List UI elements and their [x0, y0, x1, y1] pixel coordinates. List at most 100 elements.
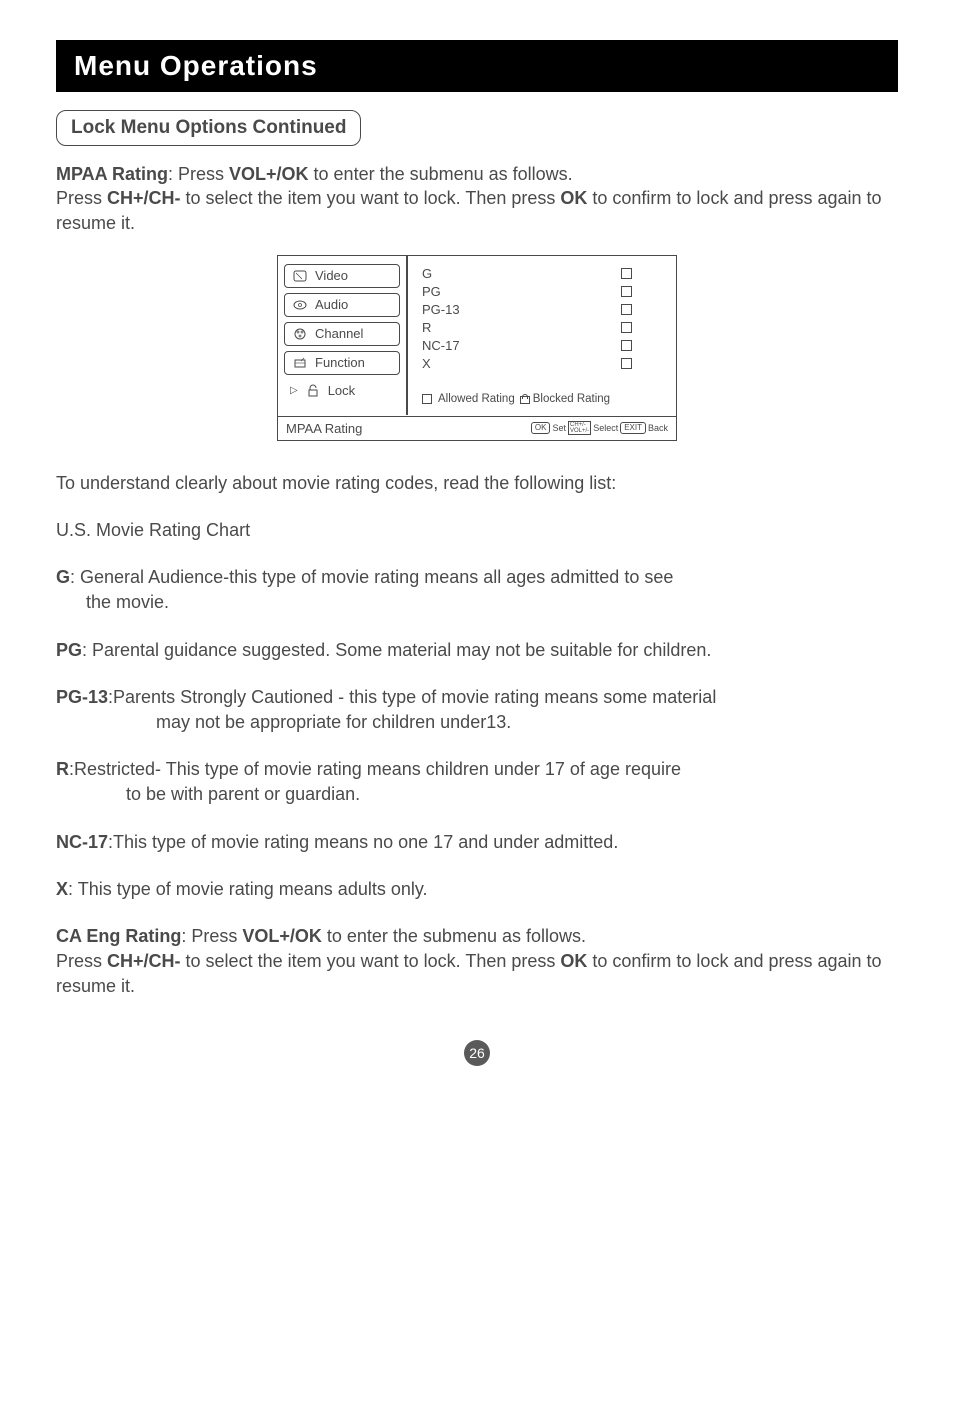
- intro-text-4: to select the item you want to lock. The…: [181, 188, 561, 208]
- rating-row-r: R: [422, 320, 662, 335]
- menu-item-audio-label: Audio: [315, 297, 348, 312]
- page-title-bar: Menu Operations: [56, 40, 898, 92]
- rating-row-g: G: [422, 266, 662, 281]
- def-pg-label: PG: [56, 640, 82, 660]
- exit-hint-pill: EXIT: [620, 422, 646, 434]
- def-nc17: NC-17:This type of movie rating means no…: [56, 830, 898, 855]
- ca-text-2: to enter the submenu as follows.: [322, 926, 586, 946]
- nav-hint-stack: CH+/-VOL+/-: [568, 421, 591, 435]
- section-subtitle-box: Lock Menu Options Continued: [56, 110, 361, 146]
- rating-pg-label: PG: [422, 284, 441, 299]
- allowed-legend-icon: [422, 394, 432, 404]
- osd-menu-top: Video Audio Channel Function: [278, 256, 676, 416]
- function-icon: [291, 355, 309, 371]
- lock-icon: [304, 383, 322, 399]
- page-number-badge: 26: [464, 1040, 490, 1066]
- def-nc17-label: NC-17: [56, 832, 108, 852]
- def-r-text: :Restricted- This type of movie rating m…: [69, 759, 681, 779]
- set-hint-label: Set: [552, 423, 566, 433]
- cursor-icon: ▷: [290, 385, 298, 396]
- def-x-label: X: [56, 879, 68, 899]
- page-title: Menu Operations: [74, 50, 318, 81]
- def-g-text: : General Audience-this type of movie ra…: [70, 567, 673, 587]
- menu-item-function-label: Function: [315, 355, 365, 370]
- ca-ok-label: OK: [560, 951, 587, 971]
- def-g-text2: the movie.: [56, 592, 169, 612]
- osd-menu-bottom-bar: MPAA Rating OKSet CH+/-VOL+/-Select EXIT…: [278, 416, 676, 440]
- blocked-legend-icon: [519, 394, 529, 404]
- ca-rating-label: CA Eng Rating: [56, 926, 181, 946]
- intro-text-1: : Press: [168, 164, 229, 184]
- video-icon: [291, 268, 309, 284]
- chart-title: U.S. Movie Rating Chart: [56, 518, 898, 543]
- page-number: 26: [469, 1045, 485, 1061]
- rating-x-label: X: [422, 356, 431, 371]
- rating-row-pg: PG: [422, 284, 662, 299]
- ok-hint-pill: OK: [531, 422, 551, 434]
- rating-pg13-label: PG-13: [422, 302, 460, 317]
- menu-item-function: Function: [284, 351, 400, 375]
- select-hint-label: Select: [593, 423, 618, 433]
- ca-paragraph: CA Eng Rating: Press VOL+/OK to enter th…: [56, 924, 898, 1000]
- button-hints: OKSet CH+/-VOL+/-Select EXITBack: [531, 421, 668, 435]
- ca-ch-label: CH+/CH-: [107, 951, 181, 971]
- checkbox-icon: [621, 340, 632, 351]
- section-subtitle: Lock Menu Options Continued: [71, 117, 346, 138]
- checkbox-icon: [621, 286, 632, 297]
- osd-menu-right-column: G PG PG-13 R NC-17 X Allowed Rating Bloc…: [408, 256, 676, 415]
- checkbox-icon: [621, 322, 632, 333]
- def-r: R:Restricted- This type of movie rating …: [56, 757, 898, 807]
- intro-paragraph: MPAA Rating: Press VOL+/OK to enter the …: [56, 162, 898, 235]
- def-x-text: : This type of movie rating means adults…: [68, 879, 428, 899]
- rating-nc17-label: NC-17: [422, 338, 460, 353]
- back-hint-label: Back: [648, 423, 668, 433]
- osd-menu-left-column: Video Audio Channel Function: [278, 256, 408, 415]
- legend-allowed-label: Allowed Rating: [438, 393, 515, 405]
- ca-volok-label: VOL+/OK: [242, 926, 322, 946]
- menu-item-audio: Audio: [284, 293, 400, 317]
- def-pg-text: : Parental guidance suggested. Some mate…: [82, 640, 711, 660]
- menu-item-video: Video: [284, 264, 400, 288]
- menu-item-channel-label: Channel: [315, 326, 363, 341]
- rating-g-label: G: [422, 266, 432, 281]
- vol-hint: VOL+/-: [570, 428, 589, 434]
- rating-row-pg13: PG-13: [422, 302, 662, 317]
- intro-ok-label: OK: [560, 188, 587, 208]
- rating-row-nc17: NC-17: [422, 338, 662, 353]
- menu-item-lock: ▷ Lock: [284, 380, 400, 402]
- intro-mpaa-label: MPAA Rating: [56, 164, 168, 184]
- menu-item-video-label: Video: [315, 268, 348, 283]
- def-nc17-text: :This type of movie rating means no one …: [108, 832, 618, 852]
- checkbox-icon: [621, 304, 632, 315]
- def-x: X: This type of movie rating means adult…: [56, 877, 898, 902]
- def-pg13-label: PG-13: [56, 687, 108, 707]
- understand-text: To understand clearly about movie rating…: [56, 471, 898, 496]
- intro-volok-label: VOL+/OK: [229, 164, 309, 184]
- intro-text-3: Press: [56, 188, 107, 208]
- checkbox-icon: [621, 268, 632, 279]
- def-pg13: PG-13:Parents Strongly Cautioned - this …: [56, 685, 898, 735]
- def-g: G: General Audience-this type of movie r…: [56, 565, 898, 615]
- checkbox-icon: [621, 358, 632, 369]
- def-r-label: R: [56, 759, 69, 779]
- menu-item-channel: Channel: [284, 322, 400, 346]
- channel-icon: [291, 326, 309, 342]
- menu-item-lock-label: Lock: [328, 383, 355, 398]
- def-pg13-text2: may not be appropriate for children unde…: [56, 712, 511, 732]
- osd-menu-box: Video Audio Channel Function: [277, 255, 677, 441]
- def-pg: PG: Parental guidance suggested. Some ma…: [56, 638, 898, 663]
- def-r-text2: to be with parent or guardian.: [56, 784, 360, 804]
- rating-r-label: R: [422, 320, 431, 335]
- ca-text-4: to select the item you want to lock. The…: [181, 951, 561, 971]
- menu-bottom-label: MPAA Rating: [286, 421, 362, 436]
- legend-row: Allowed Rating Blocked Rating: [422, 393, 662, 405]
- intro-text-2: to enter the submenu as follows.: [309, 164, 573, 184]
- audio-icon: [291, 297, 309, 313]
- def-g-label: G: [56, 567, 70, 587]
- ca-text-3: Press: [56, 951, 107, 971]
- ca-text-1: : Press: [181, 926, 242, 946]
- legend-blocked-label: Blocked Rating: [533, 393, 610, 405]
- intro-ch-label: CH+/CH-: [107, 188, 181, 208]
- def-pg13-text: :Parents Strongly Cautioned - this type …: [108, 687, 716, 707]
- rating-row-x: X: [422, 356, 662, 371]
